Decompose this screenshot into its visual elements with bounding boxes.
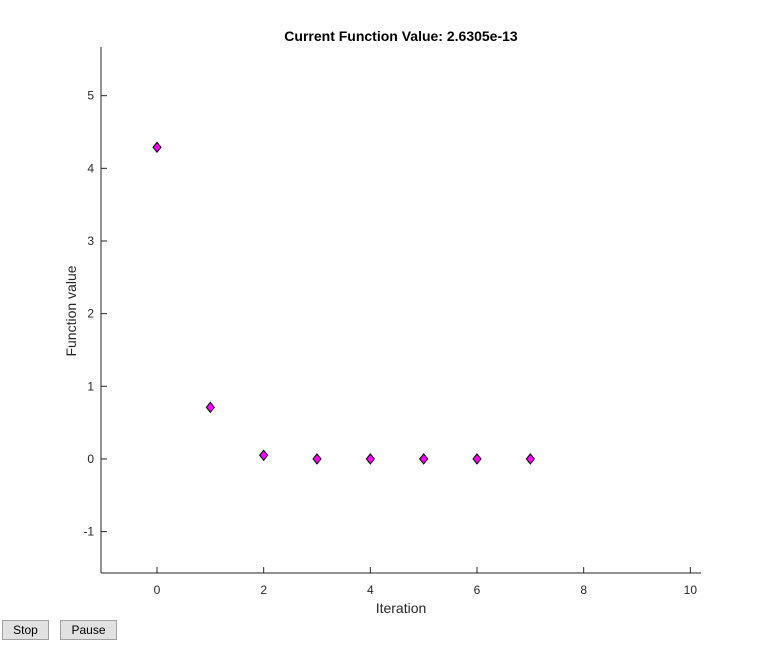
pause-button[interactable]: Pause — [60, 620, 117, 640]
y-tick-label: -1 — [83, 525, 94, 539]
y-axis-label: Function value — [63, 265, 79, 356]
x-tick-label: 6 — [474, 583, 481, 597]
x-tick-label: 0 — [154, 583, 161, 597]
x-axis-ticks: 0 2 4 6 8 10 — [154, 567, 698, 597]
data-markers — [152, 141, 535, 465]
x-tick-label: 2 — [260, 583, 267, 597]
data-point-marker — [472, 453, 482, 465]
data-point-marker — [152, 141, 162, 154]
x-tick-label: 8 — [580, 583, 587, 597]
x-tick-label: 10 — [684, 583, 698, 597]
x-axis-label: Iteration — [376, 600, 427, 616]
axes — [100, 47, 701, 574]
y-tick-label: 5 — [87, 89, 94, 103]
y-tick-label: 2 — [87, 307, 94, 321]
y-tick-label: 4 — [87, 161, 94, 175]
data-point-marker — [365, 453, 375, 465]
data-point-marker — [205, 401, 215, 414]
chart-title: Current Function Value: 2.6305e-13 — [284, 28, 518, 44]
data-point-marker — [419, 453, 429, 465]
y-tick-label: 0 — [87, 452, 94, 466]
x-tick-label: 4 — [367, 583, 374, 597]
y-tick-label: 3 — [87, 234, 94, 248]
y-tick-label: 1 — [87, 379, 94, 393]
stop-button[interactable]: Stop — [2, 620, 49, 640]
data-point-marker — [312, 453, 322, 465]
data-point-marker — [259, 449, 269, 462]
y-axis-ticks: -1 0 1 2 3 4 5 — [83, 89, 107, 539]
data-point-marker — [525, 453, 535, 465]
